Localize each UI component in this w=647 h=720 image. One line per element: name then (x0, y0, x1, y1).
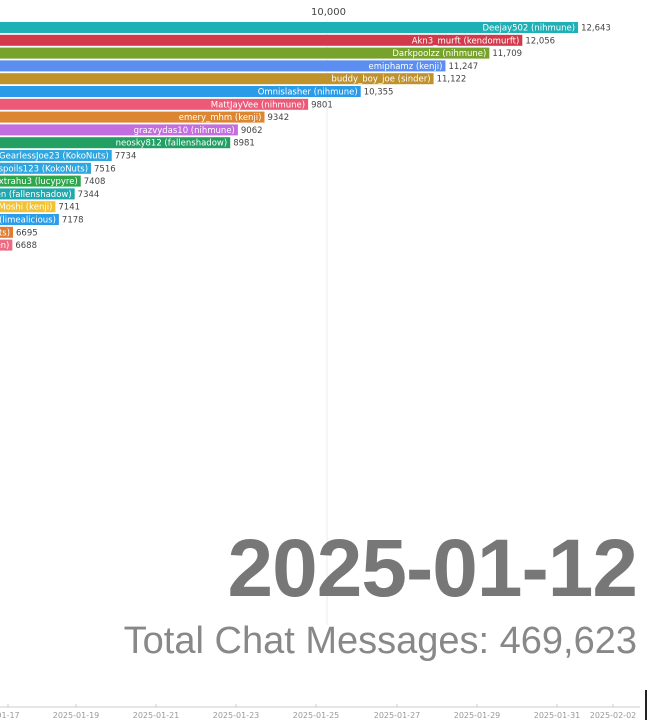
bar-label: buddy_boy_joe (sinder) (331, 75, 430, 85)
value-label: 6695 (16, 228, 38, 238)
total-messages: Total Chat Messages: 469,623 (123, 620, 637, 662)
timeline-tick-label: 2025-01-19 (53, 711, 100, 720)
bar (0, 175, 81, 187)
bar-label: ts) (0, 228, 10, 238)
current-date: 2025-01-12 (227, 523, 638, 614)
value-label: 9062 (241, 126, 263, 136)
bar-label: Deejay502 (nihmune) (482, 24, 575, 34)
bar-label: MattJayVee (nihmune) (211, 100, 305, 110)
timeline-tick-label: 2025-01-31 (534, 711, 581, 720)
value-label: 8981 (233, 139, 255, 149)
value-label: 9801 (311, 100, 333, 110)
bar (0, 201, 56, 213)
value-label: 7734 (115, 152, 137, 162)
timeline-tick-label: 2025-01-21 (133, 711, 180, 720)
value-label: 7516 (94, 164, 116, 174)
bar-label: Moshi (kenji) (0, 203, 52, 213)
bar (0, 34, 523, 46)
bar-label: neosky812 (fallenshadow) (116, 139, 228, 149)
value-label: 10,355 (364, 88, 394, 98)
value-label: 12,056 (525, 36, 555, 46)
value-label: 11,247 (448, 62, 478, 72)
value-label: 7344 (78, 190, 100, 200)
value-label: 7178 (62, 216, 84, 226)
bar-label: (limealicious) (0, 216, 56, 226)
bar-label: Extrahu3 (lucypyre) (0, 177, 78, 187)
bar (0, 226, 14, 238)
bar (0, 111, 265, 123)
bar-label: en) (0, 241, 9, 251)
timeline-tick-label: 2025-01-25 (293, 711, 340, 720)
value-label: 9342 (267, 113, 289, 123)
bar (0, 124, 238, 136)
timeline-tick-label: 2025-02-02 (590, 711, 637, 720)
bar-label: grazvydas10 (nihmune) (134, 126, 235, 136)
bar (0, 98, 309, 110)
bar-label: spoils123 (KokoNuts) (0, 164, 88, 174)
top-axis-tick: 10,000 (311, 7, 346, 18)
timeline-tick-label: 2025-01-23 (213, 711, 260, 720)
bar (0, 162, 92, 174)
bar (0, 60, 446, 72)
timeline-tick-label: 2025-01-29 (454, 711, 501, 720)
value-label: 6688 (15, 241, 37, 251)
bar (0, 214, 59, 225)
bar (0, 22, 579, 33)
bar (0, 188, 75, 200)
value-label: 7141 (58, 203, 80, 213)
value-label: 12,643 (581, 24, 611, 34)
bar-label: GearlessJoe23 (KokoNuts) (0, 152, 109, 162)
value-label: 11,122 (437, 75, 467, 85)
bar (0, 239, 13, 251)
bar-label: Darkpoolzz (nihmune) (392, 49, 486, 59)
bar-label: emiphamz (kenji) (369, 62, 443, 72)
bar (0, 73, 434, 85)
bar-label: emery_mhm (kenji) (179, 113, 262, 123)
timeline-tick-label: 2025-01-27 (374, 711, 421, 720)
bar (0, 47, 490, 59)
bar (0, 150, 112, 161)
bar-label: en (fallenshadow) (0, 190, 72, 200)
bar (0, 86, 361, 97)
bar-label: Akn3_murft (kendomurft) (412, 36, 520, 46)
bar (0, 137, 231, 149)
value-label: 11,709 (492, 49, 522, 59)
bar-label: Omnislasher (nihmune) (258, 88, 358, 98)
value-label: 7408 (84, 177, 106, 187)
timeline-tick-label: 01-17 (0, 711, 20, 720)
